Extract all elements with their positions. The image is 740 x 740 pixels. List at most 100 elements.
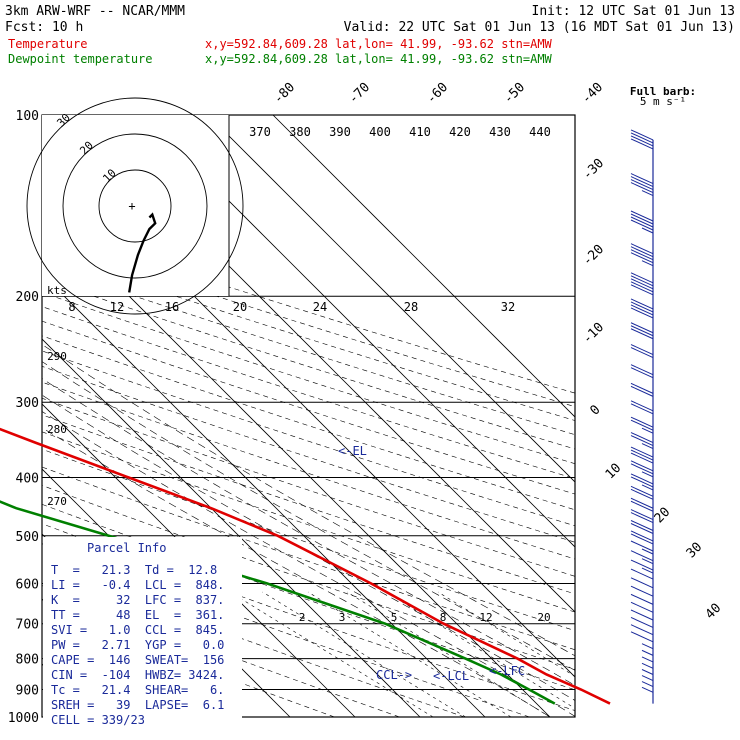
wind-barb xyxy=(630,382,654,394)
theta-label: 380 xyxy=(289,125,311,139)
wind-barb xyxy=(630,400,654,412)
isotherm-label: -50 xyxy=(501,80,528,107)
adiabat-label: 270 xyxy=(47,495,67,508)
pressure-tick-200: 200 xyxy=(16,290,39,305)
annotation-lfc: <-LFC xyxy=(489,664,525,678)
theta-label: 390 xyxy=(329,125,351,139)
mixing-ratio-line xyxy=(307,591,512,717)
wind-barb xyxy=(630,367,654,379)
isotherm-label: 0 xyxy=(587,402,603,418)
isotherm-line xyxy=(142,115,575,548)
wind-barb xyxy=(630,497,654,509)
wind-barb xyxy=(630,500,654,512)
wind-barb xyxy=(630,446,654,458)
theta-label: 440 xyxy=(529,125,551,139)
pressure-tick-800: 800 xyxy=(16,653,39,668)
wind-barb xyxy=(641,484,654,491)
speed-label: 8 xyxy=(68,300,75,314)
wind-barb xyxy=(630,617,654,628)
wind-barb xyxy=(630,485,654,497)
mixing-ratio-label: 3 xyxy=(339,611,346,624)
hodograph-origin: + xyxy=(128,199,135,213)
wind-barb xyxy=(630,304,654,316)
dewpoint-profile xyxy=(0,500,556,705)
isotherm-label: -40 xyxy=(579,80,606,107)
forecast-hour: Fcst: 10 h xyxy=(5,20,83,35)
parcel-info-row: CAPE = 146 SWEAT= 156 xyxy=(51,653,224,667)
parcel-info-row: CIN = -104 HWBZ= 3424. xyxy=(51,668,224,682)
hodograph-trace xyxy=(128,212,157,293)
mixing-ratio-label: 20 xyxy=(537,611,550,624)
wind-barb xyxy=(630,509,654,521)
parcel-info-row: SREH = 39 LAPSE= 6.1 xyxy=(51,698,224,712)
parcel-info-title: Parcel Info xyxy=(87,541,166,555)
isotherm-label: -80 xyxy=(271,80,298,107)
annotation-el: <-EL xyxy=(338,444,367,458)
mixing-ratio-label: 2 xyxy=(299,611,306,624)
dry-adiabat xyxy=(42,306,575,480)
dry-adiabat xyxy=(42,564,465,717)
dry-adiabat xyxy=(42,225,575,394)
parcel-info-row: SVI = 1.0 CCL = 845. xyxy=(51,623,224,637)
wind-barb xyxy=(630,284,654,296)
wind-barb xyxy=(630,216,654,228)
dry-adiabat xyxy=(42,320,575,495)
wind-barb xyxy=(630,550,654,562)
wind-barb xyxy=(630,272,654,284)
wind-barb xyxy=(630,559,654,571)
isotherm-label: -30 xyxy=(580,156,607,183)
annotation-ccl: CCL-> xyxy=(376,668,412,682)
isotherm-label: -70 xyxy=(346,80,373,107)
mixing-ratio-label: 8 xyxy=(440,611,447,624)
pressure-tick-400: 400 xyxy=(16,471,39,486)
wind-barb xyxy=(630,364,654,376)
dry-adiabat xyxy=(42,448,575,631)
wind-barb xyxy=(630,435,654,446)
pressure-tick-500: 500 xyxy=(16,530,39,545)
parcel-info-row: Tc = 21.4 SHEAR= 6. xyxy=(51,683,224,697)
isotherm-line xyxy=(207,115,575,483)
mixing-ratio-line xyxy=(346,591,551,717)
speed-label: 28 xyxy=(404,300,418,314)
wind-barb xyxy=(641,656,654,663)
wind-barb xyxy=(630,488,654,500)
wind-barb xyxy=(630,249,654,261)
barb-legend-title: Full barb: xyxy=(630,85,696,98)
wind-barb xyxy=(630,452,654,464)
pressure-tick-600: 600 xyxy=(16,577,39,592)
wind-barb xyxy=(641,669,654,675)
theta-label: 410 xyxy=(409,125,431,139)
legend-temperature-info: x,y=592.84,609.28 lat,lon= 41.99, -93.62… xyxy=(205,37,553,51)
wind-barb xyxy=(641,227,654,234)
wind-barb xyxy=(630,278,654,290)
mixing-ratio-label: 5 xyxy=(391,611,398,624)
wind-barb xyxy=(630,275,654,287)
wind-barb xyxy=(630,609,654,621)
legend-dewpoint: Dewpoint temperature xyxy=(8,52,153,66)
isotherm-label: 20 xyxy=(652,505,674,527)
wind-barb xyxy=(630,328,654,340)
wind-barb xyxy=(641,427,654,434)
wind-barb xyxy=(630,176,654,188)
wind-barb xyxy=(630,129,654,141)
dry-adiabat xyxy=(42,485,575,670)
wind-barb xyxy=(630,385,654,397)
parcel-info-row: TT = 48 EL = 361. xyxy=(51,608,224,622)
wind-barb xyxy=(630,252,654,264)
wind-barb xyxy=(630,246,654,258)
speed-label: 24 xyxy=(313,300,327,314)
wind-barb xyxy=(641,662,654,669)
speed-label: 32 xyxy=(501,300,515,314)
parcel-info-row: LI = -0.4 LCL = 848. xyxy=(51,578,224,592)
mixing-ratio-line xyxy=(262,591,466,717)
wind-barb xyxy=(641,443,654,449)
barb-legend-value: 5 m s⁻¹ xyxy=(640,95,686,108)
isotherm-label: -20 xyxy=(580,242,607,269)
sounding-profiles xyxy=(0,427,611,705)
wind-barb xyxy=(630,568,654,580)
wind-barb xyxy=(630,577,654,589)
wind-barb xyxy=(630,631,654,643)
wind-barb xyxy=(630,182,654,194)
